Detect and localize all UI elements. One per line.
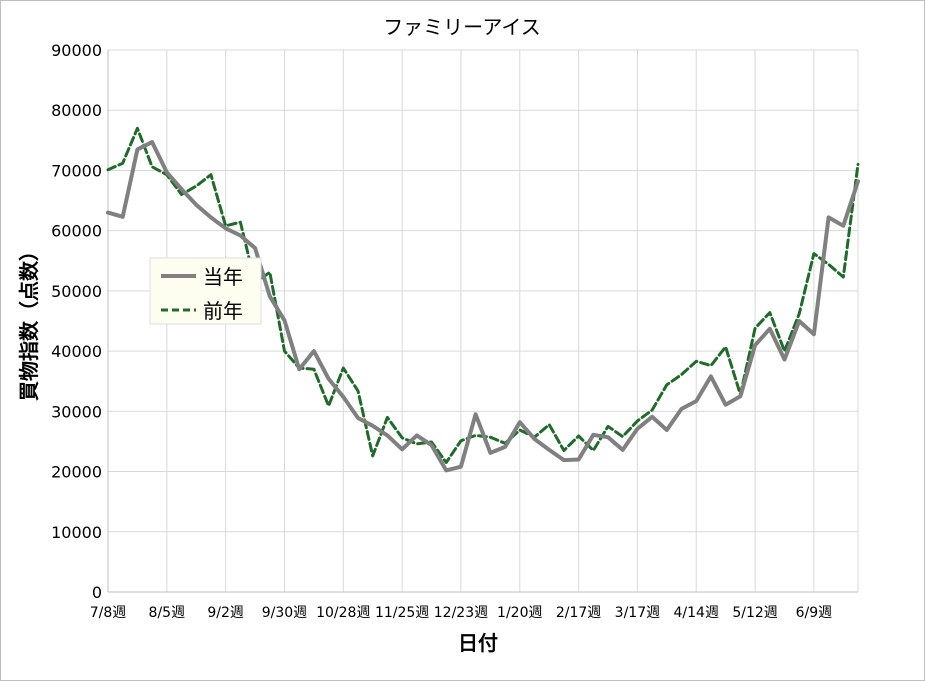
x-tick-labels: 7/8週 8/5週 9/2週 9/30週 10/28週 11/25週 12/23週 1/20週… [90,605,832,621]
x-tick-label: 2/17週 [556,605,601,621]
legend: 当年 前年 [149,257,262,325]
gridlines [107,49,859,593]
x-tick-label: 6/9週 [796,605,833,621]
x-tick-label: 9/2週 [207,605,244,621]
x-tick-label: 3/17週 [615,605,660,621]
y-tick-label: 20000 [51,463,102,482]
y-tick-label: 0 [92,583,102,602]
y-axis-label: 買物指数（点数） [17,241,41,401]
y-tick-label: 90000 [51,41,102,60]
legend-box [149,257,262,325]
legend-label-current: 当年 [203,265,243,289]
x-tick-label: 11/25週 [375,605,429,621]
y-tick-label: 60000 [51,222,102,241]
x-tick-label: 5/12週 [732,605,777,621]
legend-label-previous: 前年 [203,299,243,323]
chart-title: ファミリーアイス [383,15,541,39]
y-tick-label: 10000 [51,523,102,542]
y-tick-label: 50000 [51,282,102,301]
y-tick-label: 70000 [51,161,102,180]
y-tick-label: 80000 [51,101,102,120]
y-tick-labels: 0 10000 20000 30000 40000 50000 60000 70000 8000… [51,41,102,602]
y-tick-label: 40000 [51,342,102,361]
x-axis-label: 日付 [458,631,498,655]
x-tick-label: 9/30週 [262,605,307,621]
x-tick-label: 8/5週 [149,605,186,621]
series-line-current-year [106,140,860,473]
x-tick-label: 10/28週 [316,605,370,621]
x-tick-label: 1/20週 [497,605,542,621]
x-tick-label: 7/8週 [90,605,127,621]
series-lines [106,126,860,473]
x-tick-label: 12/23週 [434,605,488,621]
x-tick-label: 4/14週 [674,605,719,621]
y-tick-label: 30000 [51,402,102,421]
